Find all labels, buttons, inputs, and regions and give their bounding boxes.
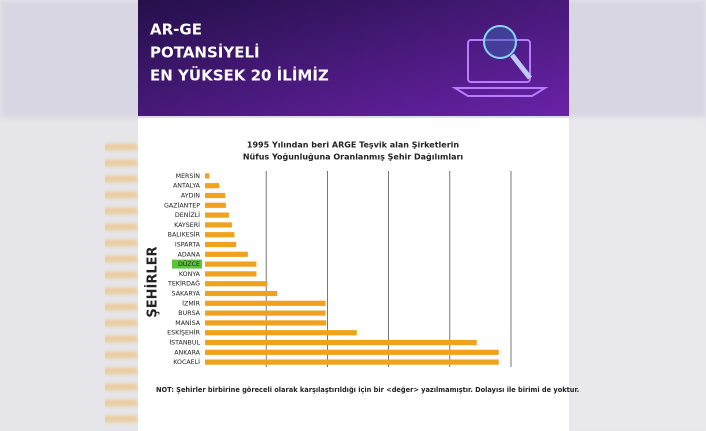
header-title: AR-GE: [150, 21, 202, 39]
bar: [205, 290, 278, 297]
y-tick-label: DENİZLİ: [175, 210, 200, 219]
label-highlight: [172, 259, 202, 269]
chart-title: Nüfus Yoğunluğuna Oranlanmış Şehir Dağıl…: [243, 153, 464, 162]
bar: [205, 202, 226, 208]
bar: [205, 232, 235, 238]
bar: [205, 271, 257, 277]
chart-title: 1995 Yılından beri ARGE Teşvik alan Şirk…: [247, 141, 459, 150]
bar: [205, 281, 268, 287]
bar: [205, 320, 327, 326]
header-title: POTANSİYELİ: [150, 43, 260, 62]
bar: [205, 212, 229, 218]
bar: [205, 183, 220, 189]
bar: [205, 300, 326, 306]
bar: [205, 310, 326, 316]
y-tick-label: ADANA: [178, 251, 201, 258]
y-tick-label: GAZİANTEP: [164, 200, 200, 209]
y-tick-label: AYDIN: [181, 193, 200, 200]
y-tick-label: DÜZCE: [178, 259, 200, 268]
y-tick-label: İZMİR: [182, 298, 200, 307]
y-tick-label: MANİSA: [175, 318, 200, 327]
note: NOT: Şehirler birbirine göreceli olarak …: [156, 386, 579, 394]
bar: [205, 222, 232, 228]
y-tick-label: ANKARA: [174, 349, 200, 356]
bar: [205, 261, 257, 267]
y-tick-label: BALIKESİR: [168, 230, 201, 239]
bar: [205, 349, 499, 355]
background: [105, 138, 138, 431]
y-axis-label: ŞEHİRLER: [145, 246, 161, 317]
y-tick-label: İSTANBUL: [169, 338, 200, 347]
y-tick-label: ISPARTA: [175, 242, 201, 249]
bar: [205, 330, 357, 336]
bar: [205, 339, 477, 346]
y-tick-label: BURSA: [178, 310, 200, 317]
y-tick-label: SAKARYA: [172, 291, 201, 298]
header-icon: [451, 25, 549, 97]
header-title: EN YÜKSEK 20 İLİMİZ: [150, 66, 329, 85]
chart-panel: [138, 118, 569, 431]
y-tick-label: ANTALYA: [173, 183, 201, 190]
y-tick-label: KOCAELİ: [173, 357, 200, 366]
background: [569, 118, 706, 431]
y-tick-label: ESKİŞEHİR: [167, 328, 201, 337]
y-tick-label: MERSİN: [176, 171, 201, 180]
y-tick-label: KONYA: [179, 271, 201, 278]
bar: [205, 241, 237, 248]
bar: [205, 192, 226, 199]
bar: [205, 251, 248, 257]
y-tick-label: TEKİRDAĞ: [167, 279, 200, 288]
bar: [205, 173, 210, 179]
y-tick-label: KAYSERİ: [174, 220, 200, 229]
bar: [205, 359, 499, 365]
